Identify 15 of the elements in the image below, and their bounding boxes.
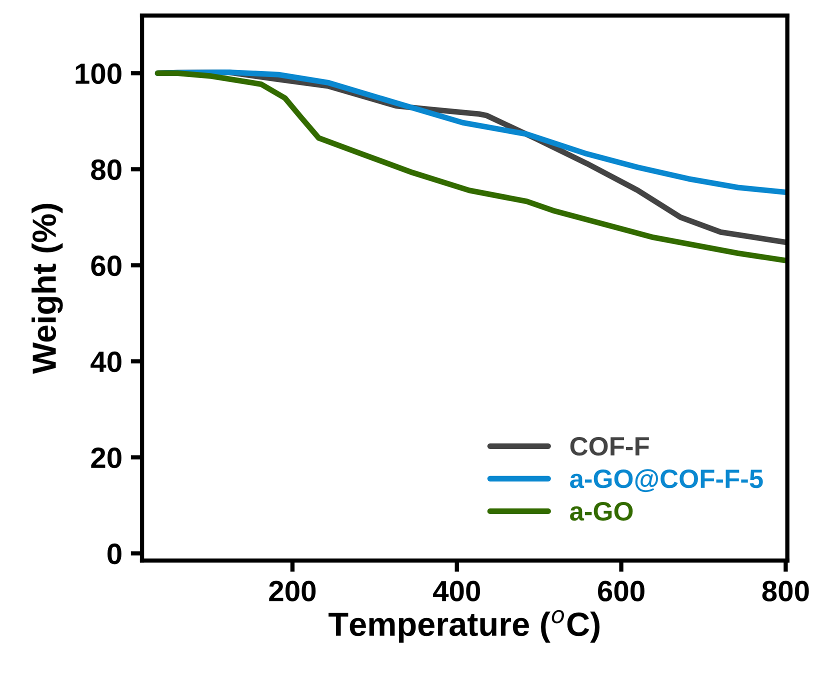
y-tick-label: 80 [91,159,122,180]
legend-label: a-GO [570,502,633,521]
x-axis-title: Temperature ($^{o}$C) [328,610,600,643]
y-tick-label: 100 [76,63,122,84]
y-tick-label: 20 [91,448,122,468]
y-axis-title: Weight (%) [32,204,63,374]
x-tick-label: 800 [762,580,809,602]
x-tick-label: 200 [269,580,316,602]
legend-label: a-GO@COF-F-5 [570,469,763,492]
y-tick-label: 0 [108,544,122,564]
legend-label: COF-F [570,436,649,456]
x-tick-label: 400 [432,580,480,602]
y-tick-label: 60 [91,255,122,276]
y-tick-label: 40 [90,351,122,372]
x-tick-label: 600 [598,580,644,602]
